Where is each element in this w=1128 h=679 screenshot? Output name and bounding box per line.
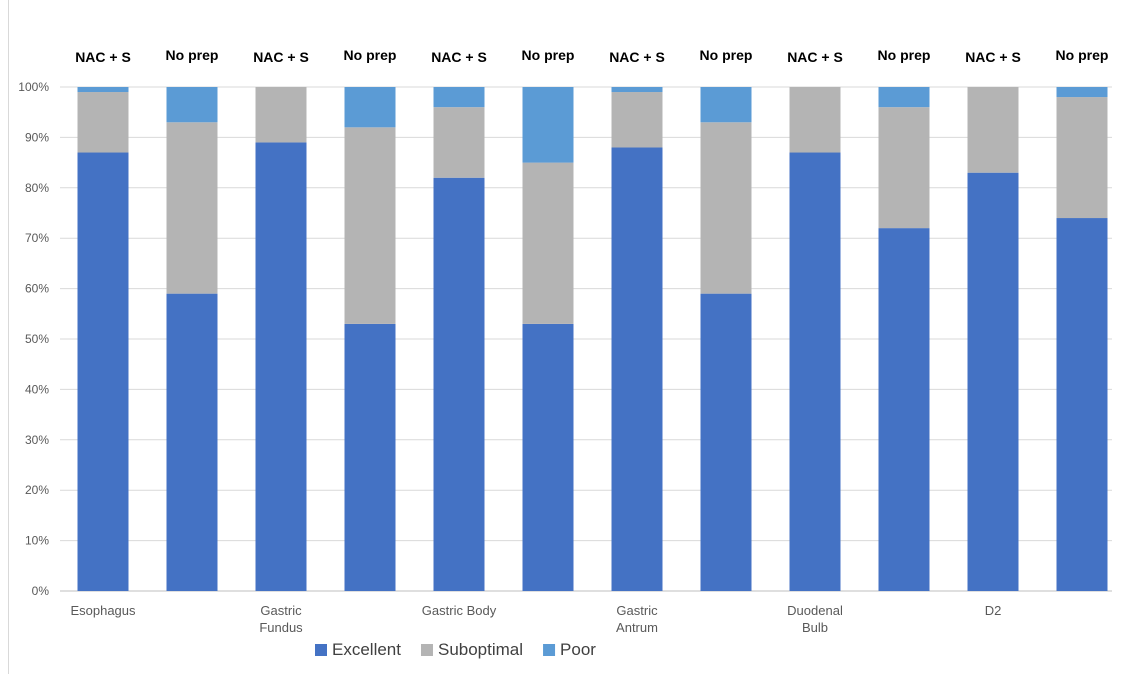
bar-excellent: [967, 172, 1019, 591]
bar-excellent: [433, 177, 485, 591]
bar-poor: [878, 87, 930, 108]
legend: Excellent Suboptimal Poor: [315, 640, 596, 659]
category-axis-label: Gastric: [260, 603, 302, 618]
y-tick-label: 90%: [25, 130, 49, 144]
bar-suboptimal: [166, 122, 218, 294]
bar-suboptimal: [878, 107, 930, 229]
bar-excellent: [611, 147, 663, 592]
bar-suboptimal: [789, 87, 841, 153]
category-axis-label: Duodenal: [787, 603, 843, 618]
bar-top-label: No prep: [166, 47, 219, 63]
y-tick-label: 60%: [25, 282, 49, 296]
gridlines: [60, 86, 1112, 592]
y-tick-label: 0%: [32, 584, 50, 598]
bar-excellent: [878, 228, 930, 591]
bar-top-label: No prep: [878, 47, 931, 63]
bar-suboptimal: [344, 127, 396, 324]
legend-swatch-suboptimal: [420, 644, 433, 656]
legend-label-suboptimal: Suboptimal: [438, 640, 523, 659]
bar-top-label: No prep: [700, 47, 753, 63]
bar-poor: [611, 87, 663, 93]
y-tick-label: 80%: [25, 181, 49, 195]
bar-poor: [522, 87, 574, 163]
category-axis-label: Bulb: [802, 620, 828, 635]
category-axis-label: Gastric Body: [422, 603, 497, 618]
bar-suboptimal: [700, 122, 752, 294]
legend-label-poor: Poor: [560, 640, 596, 659]
bar-excellent: [789, 152, 841, 591]
y-axis-tick-labels: 0% 10% 20% 30% 40% 50% 60% 70% 80% 90% 100%: [18, 80, 49, 598]
y-tick-label: 50%: [25, 332, 49, 346]
bar-poor: [166, 87, 218, 123]
bar-suboptimal: [522, 162, 574, 324]
bar-excellent: [344, 323, 396, 591]
bar-suboptimal: [967, 87, 1019, 173]
bar-suboptimal: [433, 107, 485, 178]
y-tick-label: 10%: [25, 534, 49, 548]
bar-poor: [433, 87, 485, 108]
legend-swatch-poor: [543, 644, 556, 656]
category-axis-label: Esophagus: [70, 603, 136, 618]
bar-top-label: NAC + S: [253, 49, 309, 65]
category-axis-label: Gastric: [616, 603, 658, 618]
bar-suboptimal: [611, 92, 663, 148]
bar-top-labels: NAC + S No prep NAC + S No prep NAC + S No pr…: [75, 47, 1108, 65]
bar-top-label: No prep: [344, 47, 397, 63]
legend-swatch-excellent: [315, 644, 327, 656]
y-tick-label: 100%: [18, 80, 49, 94]
bar-top-label: NAC + S: [965, 49, 1021, 65]
bar-excellent: [1056, 218, 1108, 592]
bar-suboptimal: [255, 87, 307, 143]
bar-poor: [700, 87, 752, 123]
y-tick-label: 30%: [25, 433, 49, 447]
frame-border: [8, 0, 9, 674]
bar-poor: [77, 87, 129, 93]
bar-top-label: NAC + S: [75, 49, 131, 65]
bar-excellent: [77, 152, 129, 591]
bar-excellent: [522, 323, 574, 591]
y-tick-label: 40%: [25, 382, 49, 396]
bar-excellent: [700, 293, 752, 591]
bar-poor: [1056, 87, 1108, 98]
bar-excellent: [255, 142, 307, 591]
bar-suboptimal: [77, 92, 129, 153]
bar-excellent: [166, 293, 218, 591]
category-axis-label: D2: [985, 603, 1002, 618]
bar-top-label: No prep: [522, 47, 575, 63]
bar-poor: [344, 87, 396, 128]
category-axis-labels: Esophagus Gastric Fundus Gastric Body Gastri…: [70, 603, 1001, 635]
y-tick-label: 20%: [25, 483, 49, 497]
bars: [77, 87, 1108, 592]
bar-top-label: NAC + S: [787, 49, 843, 65]
bar-top-label: No prep: [1056, 47, 1109, 63]
category-axis-label: Antrum: [616, 620, 658, 635]
bar-suboptimal: [1056, 97, 1108, 219]
category-axis-label: Fundus: [259, 620, 303, 635]
y-tick-label: 70%: [25, 231, 49, 245]
bar-top-label: NAC + S: [431, 49, 487, 65]
bar-top-label: NAC + S: [609, 49, 665, 65]
legend-label-excellent: Excellent: [332, 640, 401, 659]
